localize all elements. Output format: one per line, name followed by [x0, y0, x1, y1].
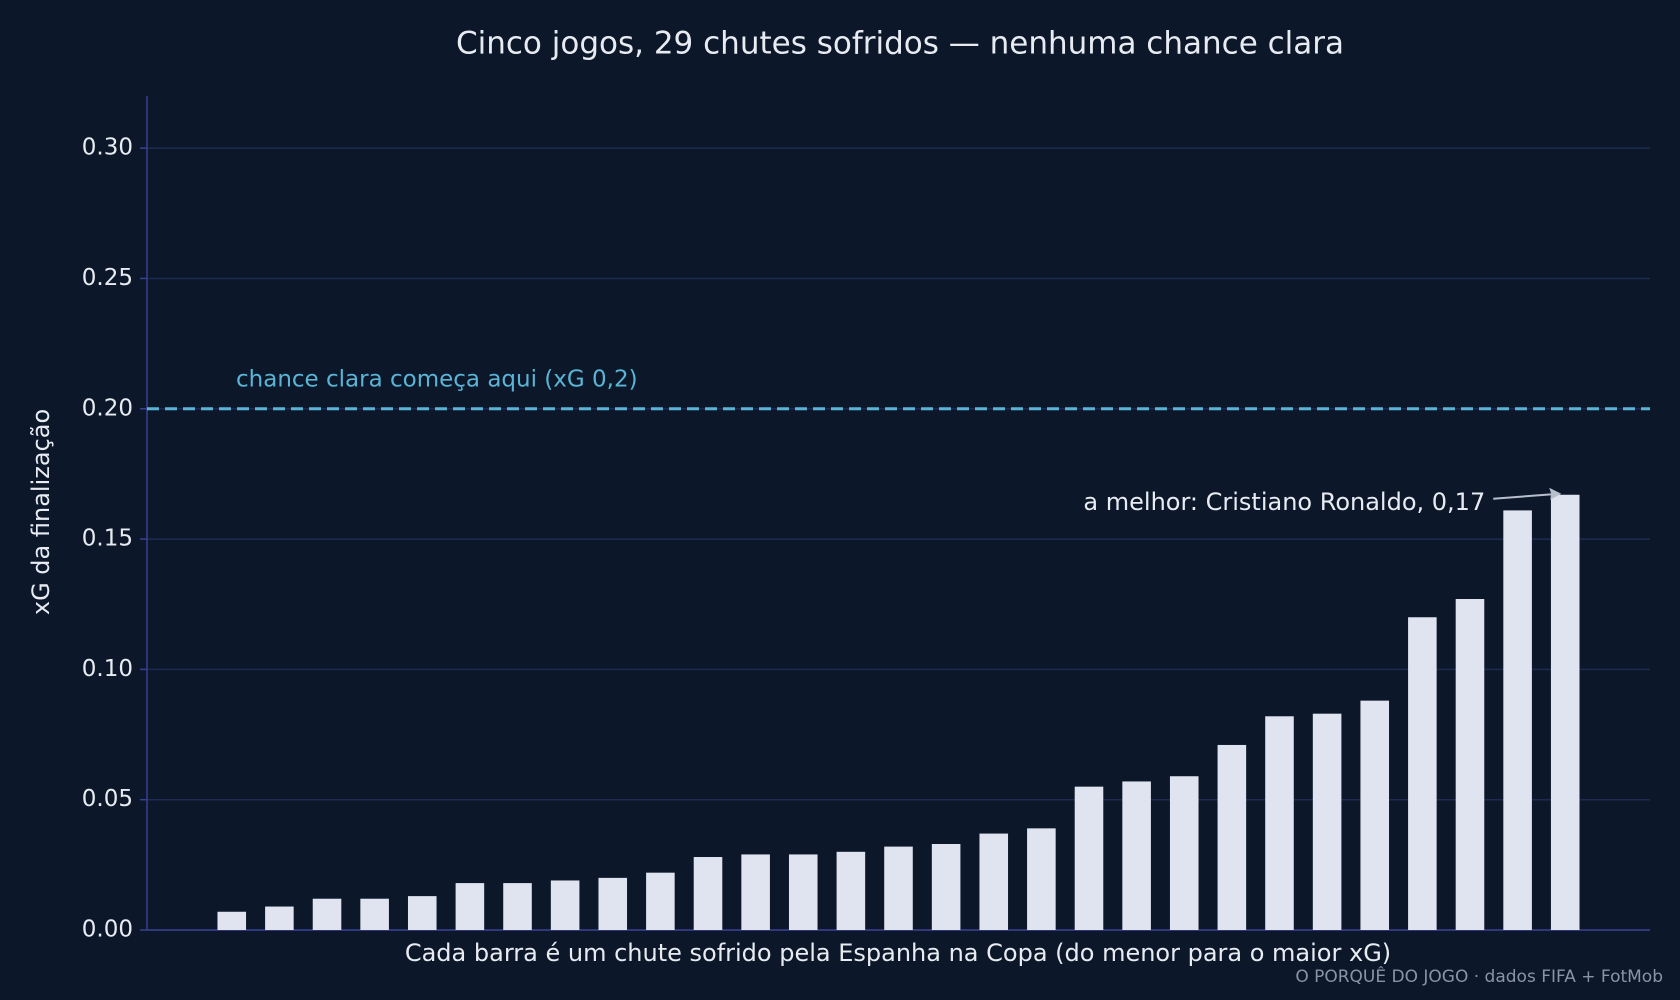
annotation: a melhor: Cristiano Ronaldo, 0,17 — [1083, 488, 1485, 516]
bar — [407, 896, 437, 930]
y-tick-label: 0.20 — [82, 395, 133, 421]
bar — [979, 833, 1009, 930]
reference-label: chance clara começa aqui (xG 0,2) — [236, 366, 638, 392]
bar — [550, 880, 580, 930]
bar — [360, 898, 389, 930]
y-tick-label: 0.30 — [82, 135, 133, 161]
bar — [741, 854, 770, 930]
chart-title: Cinco jogos, 29 chutes sofridos — nenhum… — [456, 26, 1344, 62]
bar — [265, 906, 294, 930]
y-tick-label: 0.00 — [82, 917, 133, 943]
bar — [1503, 510, 1532, 930]
y-tick-label: 0.25 — [82, 265, 133, 291]
bar — [1169, 776, 1199, 930]
bar — [1550, 494, 1580, 930]
annotation-arrowhead — [1549, 487, 1562, 500]
bar — [884, 846, 913, 930]
bar — [217, 911, 247, 930]
source-note: O PORQUÊ DO JOGO · dados FIFA + FotMob — [1295, 965, 1663, 987]
bar — [455, 883, 485, 930]
bar — [1360, 700, 1390, 930]
y-tick-label: 0.05 — [82, 786, 133, 812]
bar — [598, 877, 628, 930]
bar — [1312, 713, 1342, 930]
bar — [312, 898, 342, 930]
y-tick-label: 0.15 — [82, 526, 133, 552]
bar — [646, 872, 675, 930]
bar — [931, 843, 961, 930]
bar — [788, 854, 818, 930]
bar — [693, 857, 723, 930]
y-axis-label: xG da finalização — [27, 409, 55, 615]
bar — [1027, 828, 1056, 930]
y-tick-label: 0.10 — [82, 656, 133, 682]
bar — [503, 883, 532, 930]
bar — [1122, 781, 1151, 930]
bar — [1217, 744, 1247, 930]
bar — [1408, 617, 1437, 930]
x-axis-label: Cada barra é um chute sofrido pela Espan… — [405, 939, 1391, 967]
annotation-arrow — [1493, 492, 1560, 500]
bar — [1074, 786, 1104, 930]
bar — [836, 851, 866, 930]
bar — [1455, 599, 1485, 930]
bar — [1265, 716, 1294, 930]
